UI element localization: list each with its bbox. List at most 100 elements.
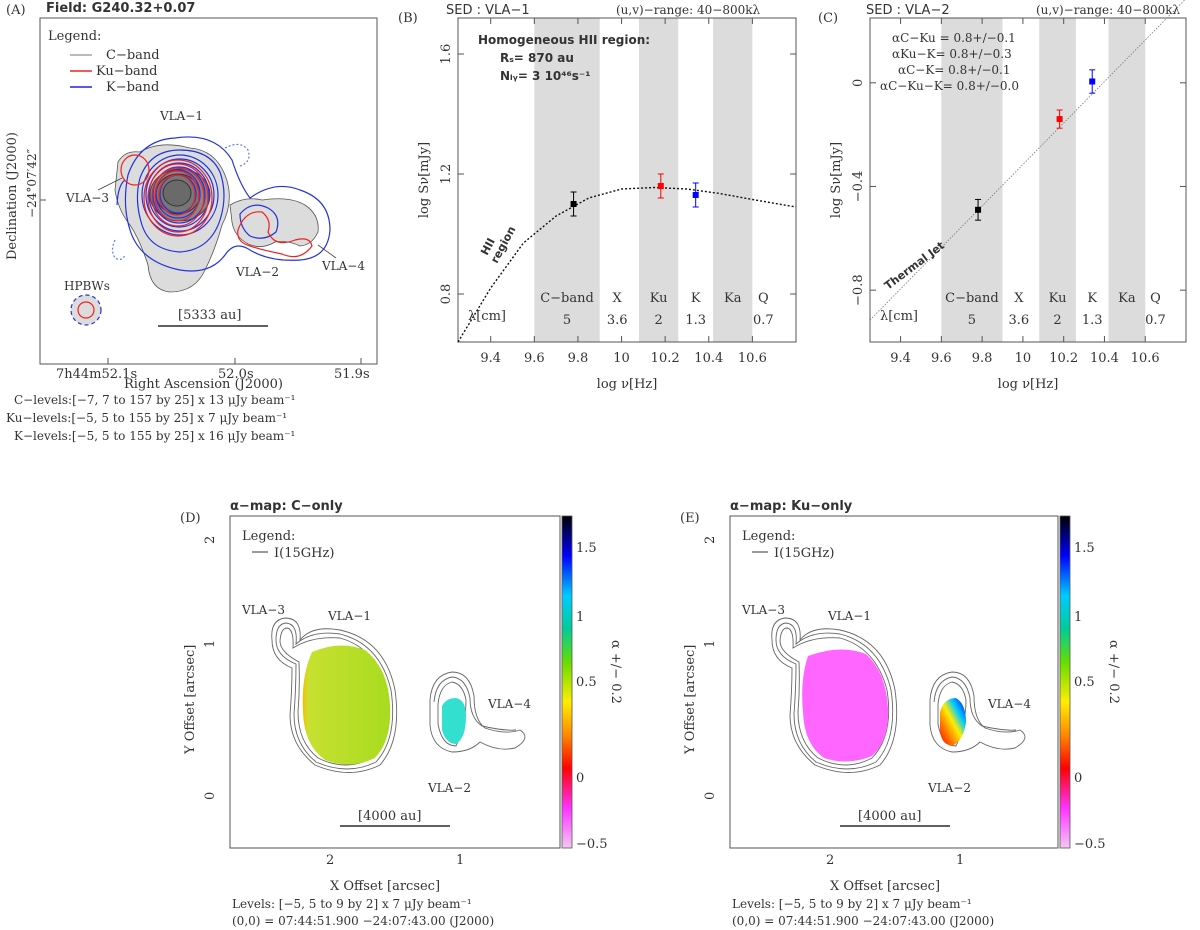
x-tick: 7h44m52.1s [56,367,137,382]
band-name: Q [1150,291,1161,306]
levels-text: Levels: [−5, 5 to 9 by 2] x 7 μJy beam⁻¹ [732,897,972,911]
panel-title: Field: G240.32+0.07 [46,1,195,16]
panel-title: SED : VLA−1 [446,3,530,18]
panel-d: (D) α−map: C−only Legend: I(15GHz) VLA−3… [180,499,623,928]
x-axis-label: Right Ascension (J2000) [124,377,283,392]
x-tick: 52.0s [218,367,254,382]
label-vla2: VLA−2 [235,265,279,279]
data-point-c [570,201,577,207]
label-vla4: VLA−4 [487,697,531,711]
uv-range: (u,v)−range: 40−800kλ [616,3,761,17]
y-tick: −0.4 [851,171,866,203]
panel-letter: (A) [6,3,26,18]
band-name: Ku [1049,291,1067,306]
label-vla1: VLA−1 [827,609,871,623]
annotation-radius: Rₛ= 870 au [500,51,574,65]
sed-plot-vla1: 9.4 9.6 9.8 10 10.2 10.4 10.6 0.8 1.2 1.6 log ν[Hz… [417,17,797,392]
lambda-label: λ[cm] [880,309,918,324]
alpha-region-vla1 [302,645,391,765]
alpha-region-vla4 [442,698,466,744]
x-tick: 10.2 [651,351,680,366]
scalebar-label: [4000 au] [358,809,421,824]
panel-letter: (D) [180,511,201,526]
colorbar [561,515,573,849]
label-vla2: VLA−2 [427,781,471,795]
y-tick: 0 [203,792,218,800]
y-tick: 2 [203,536,218,544]
band-wavelength: 5 [968,313,976,328]
band-name: Q [758,291,769,306]
alpha-region-vla1 [802,649,889,762]
legend-title: Legend: [48,29,101,44]
label-vla1: VLA−1 [327,609,371,623]
band-shade [941,18,1003,342]
legend-title: Legend: [242,529,295,544]
band-name: C−band [540,291,594,306]
x-tick: 10.6 [1131,351,1160,366]
label-vla3: VLA−3 [741,603,785,617]
panel-title: SED : VLA−2 [866,3,950,18]
data-point-k [1089,78,1096,85]
sed-plot-vla2: 9.4 9.6 9.8 10 10.2 10.4 10.6 −0.8 −0.4 0 log ν[Hz… [829,0,1187,392]
y-axis-label: Y Offset [arcsec] [183,645,198,755]
band-wavelength: 2 [654,313,662,328]
band-name: C−band [945,291,999,306]
origin-text: (0,0) = 07:44:51.900 −24:07:43.00 (J2000… [232,914,494,928]
legend-c: C−band [106,48,160,63]
legend-item: I(15GHz) [274,546,334,561]
x-tick: 9.4 [890,351,911,366]
colorbar-tick: 1 [576,610,584,625]
label-vla3: VLA−3 [65,191,109,205]
y-tick: 0 [851,79,866,87]
alpha-ku-k: αKu−K= 0.8+/−0.3 [892,47,1012,61]
band-shade [638,18,679,342]
colorbar-tick: 0 [576,771,584,786]
label-vla4: VLA−4 [321,259,365,273]
label-vla4: VLA−4 [987,697,1031,711]
y-tick: −0.8 [851,274,866,306]
colorbar-tick: 1 [1074,610,1082,625]
band-wavelength: 5 [563,313,571,328]
k-levels: K−levels:[−5, 5 to 155 by 25] x 16 μJy b… [14,429,295,443]
panel-c: (C) SED : VLA−2 (u,v)−range: 40−800kλ 9.… [818,0,1187,392]
band-name: X [613,291,623,306]
panel-title: α−map: C−only [230,499,343,514]
colorbar-tick: −0.5 [1074,837,1106,852]
band-name: Ku [650,291,668,306]
scalebar-label: [5333 au] [178,308,241,323]
x-tick: 1 [456,853,464,868]
plot-frame [457,17,797,343]
hpbw-label: HPBWs [64,279,110,293]
y-tick: 1 [703,640,718,648]
band-name: Ka [1118,291,1136,306]
alpha-c-ku-k: αC−Ku−K= 0.8+/−0.0 [880,79,1019,93]
y-tick: 1.2 [439,164,454,185]
plot-frame [229,515,561,849]
plot-frame [729,515,1059,849]
legend-title: Legend: [742,529,795,544]
data-point-c [975,206,982,213]
x-tick: 10.4 [694,351,723,366]
x-tick: 10 [1015,351,1032,366]
x-axis-label: log ν[Hz] [597,377,658,392]
colorbar-tick: −0.5 [576,837,608,852]
y-axis-label: log Sν[mJy] [829,142,844,218]
band-wavelength: 2 [1053,313,1061,328]
scalebar-label: [4000 au] [858,809,921,824]
band-wavelength: 3.6 [1008,313,1029,328]
plot-frame [39,17,378,365]
y-axis-label: Y Offset [arcsec] [683,645,698,755]
model-curve [457,186,797,343]
band-shade [1039,18,1076,342]
y-tick: 1.6 [439,44,454,65]
colorbar-tick: 0.5 [1074,675,1095,690]
legend-item: I(15GHz) [774,546,834,561]
x-axis-label: X Offset [arcsec] [830,879,940,894]
hpbw-k-beam [70,294,102,326]
lambda-label: λ[cm] [468,309,506,324]
band-name: K [1087,291,1097,306]
y-tick: 0.8 [439,284,454,305]
annotation-model: Homogeneous HII region: [478,33,650,47]
panel-letter: (B) [398,11,418,26]
